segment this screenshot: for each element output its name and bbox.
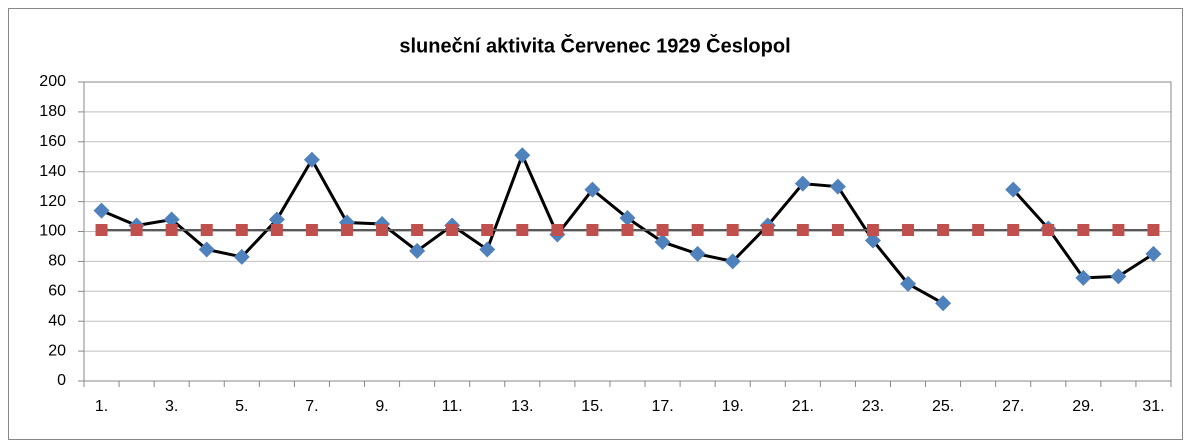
x-tick-label: 31. <box>1142 398 1164 415</box>
marker <box>656 224 669 237</box>
plot-border <box>83 81 1172 382</box>
y-tick-label: 80 <box>48 253 66 270</box>
marker <box>305 224 318 237</box>
x-tick-label: 9. <box>375 398 388 415</box>
y-tick-label: 160 <box>39 133 66 150</box>
marker <box>937 224 950 237</box>
y-tick-label: 140 <box>39 163 66 180</box>
x-tick-label: 29. <box>1072 398 1094 415</box>
marker <box>691 224 704 237</box>
marker <box>864 232 881 249</box>
marker <box>270 224 283 237</box>
marker <box>165 224 178 237</box>
marker <box>200 224 213 237</box>
marker <box>586 224 599 237</box>
marker <box>235 224 248 237</box>
marker <box>130 224 143 237</box>
y-tick-label: 100 <box>39 223 66 240</box>
marker <box>796 224 809 237</box>
marker <box>303 151 320 168</box>
marker <box>268 211 285 228</box>
marker <box>621 224 634 237</box>
marker <box>794 175 811 192</box>
marker <box>1075 269 1092 286</box>
marker <box>724 253 741 270</box>
x-tick-label: 25. <box>932 398 954 415</box>
x-tick-label: 11. <box>442 398 463 415</box>
marker <box>1007 224 1020 237</box>
marker <box>829 178 846 195</box>
marker <box>972 224 985 237</box>
marker <box>654 233 671 250</box>
marker <box>446 224 459 237</box>
marker <box>761 224 774 237</box>
marker <box>481 224 494 237</box>
y-tick-label: 200 <box>39 73 66 90</box>
x-tick-label: 17. <box>651 398 673 415</box>
x-tick-label: 3. <box>165 398 178 415</box>
x-tick-label: 19. <box>722 398 744 415</box>
marker <box>900 275 917 292</box>
x-tick-label: 5. <box>235 398 248 415</box>
y-tick-label: 60 <box>48 283 66 300</box>
y-tick-label: 120 <box>39 193 66 210</box>
marker <box>726 224 739 237</box>
chart-border <box>8 8 1183 440</box>
marker <box>93 202 110 219</box>
marker <box>514 147 531 164</box>
marker <box>1112 224 1125 237</box>
marker <box>1005 181 1022 198</box>
x-tick-label: 27. <box>1002 398 1024 415</box>
x-tick-label: 13. <box>511 398 533 415</box>
marker <box>584 181 601 198</box>
y-tick-label: 40 <box>48 312 66 329</box>
marker <box>1145 245 1162 262</box>
marker <box>163 211 180 228</box>
x-tick-label: 1. <box>95 398 108 415</box>
marker <box>340 224 353 237</box>
marker <box>411 224 424 237</box>
x-tick-label: 15. <box>581 398 603 415</box>
marker <box>1077 224 1090 237</box>
x-tick-label: 21. <box>792 398 814 415</box>
marker <box>935 295 952 312</box>
marker <box>479 241 496 258</box>
marker <box>902 224 915 237</box>
y-tick-label: 180 <box>39 103 66 120</box>
x-tick-label: 23. <box>862 398 884 415</box>
marker <box>831 224 844 237</box>
marker <box>376 224 389 237</box>
y-tick-label: 0 <box>57 372 66 389</box>
marker <box>1147 224 1160 237</box>
marker <box>516 224 529 237</box>
x-tick-label: 7. <box>305 398 318 415</box>
marker <box>1042 224 1055 237</box>
marker <box>551 224 564 237</box>
y-tick-label: 20 <box>48 342 66 359</box>
marker <box>198 241 215 258</box>
marker <box>619 210 636 227</box>
marker <box>1110 268 1127 285</box>
marker <box>689 245 706 262</box>
marker <box>409 242 426 259</box>
marker <box>95 224 108 237</box>
marker <box>866 224 879 237</box>
marker <box>233 248 250 265</box>
chart-title: sluneční aktivita Červenec 1929 Česlopol <box>399 33 790 57</box>
